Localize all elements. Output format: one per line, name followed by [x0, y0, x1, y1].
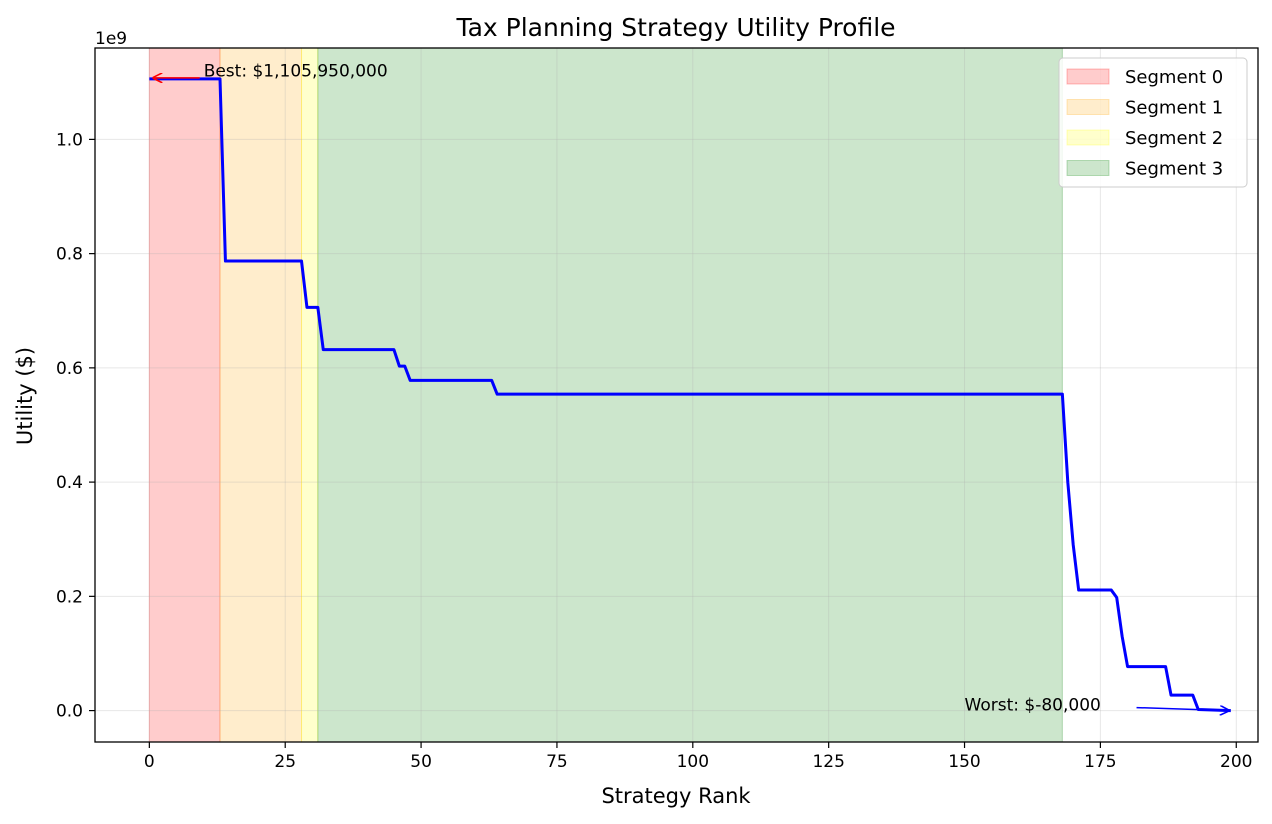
chart-title: Tax Planning Strategy Utility Profile	[455, 13, 895, 42]
segment-band-0	[148, 47, 221, 743]
plot-frame	[94, 47, 1259, 743]
x-tick-label-2: 50	[410, 752, 432, 772]
x-tick-label-4: 100	[677, 752, 709, 772]
legend-label-1: Segment 1	[1125, 98, 1223, 119]
series-line-0	[149, 77, 1231, 713]
legend-label-2: Segment 2	[1125, 128, 1223, 149]
best-annotation: Best: $1,105,950,000	[204, 62, 388, 82]
x-tick-label-3: 75	[546, 752, 568, 772]
legend-swatch-1	[1066, 99, 1110, 115]
y-axis-label: Utility ($)	[13, 347, 37, 445]
y-tick-label-5: 1.0	[56, 130, 83, 150]
y-tick-label-4: 0.8	[56, 245, 83, 265]
x-tick-label-1: 25	[274, 752, 296, 772]
x-tick-label-0: 0	[144, 752, 155, 772]
legend: Segment 0 Segment 1 Segment 2 Segment 3	[1058, 57, 1248, 188]
legend-swatch-0	[1066, 68, 1110, 85]
legend-swatch-3	[1066, 160, 1110, 176]
legend-label-3: Segment 3	[1125, 159, 1223, 180]
legend-box	[1058, 57, 1248, 188]
worst-annotation: Worst: $-80,000	[965, 696, 1101, 716]
segment-band-1	[219, 47, 303, 743]
series-layer	[149, 77, 1231, 713]
y-tick-label-0: 0.0	[56, 702, 83, 722]
x-tick-label-8: 200	[1220, 752, 1252, 772]
segment-band-2	[301, 47, 319, 743]
x-tick-label-6: 150	[948, 752, 980, 772]
x-axis-label: Strategy Rank	[601, 784, 751, 808]
annotations: Best: $1,105,950,000 Worst: $-80,000	[153, 62, 1228, 716]
x-tick-label-7: 175	[1084, 752, 1116, 772]
y-tick-label-2: 0.4	[56, 473, 83, 493]
y-tick-label-3: 0.6	[56, 359, 83, 379]
axis-ticks: 0 25 50 75 100 125 150 175 200 0.0 0.2 0.4 0.6 0.8 1.0	[56, 130, 1253, 772]
legend-label-0: Segment 0	[1125, 67, 1223, 88]
grid-lines	[95, 48, 1258, 742]
worst-arrow	[1136, 708, 1229, 711]
y-tick-label-1: 0.2	[56, 587, 83, 607]
y-offset-text: 1e9	[95, 29, 127, 49]
legend-swatch-2	[1066, 129, 1110, 146]
x-tick-label-5: 125	[812, 752, 844, 772]
